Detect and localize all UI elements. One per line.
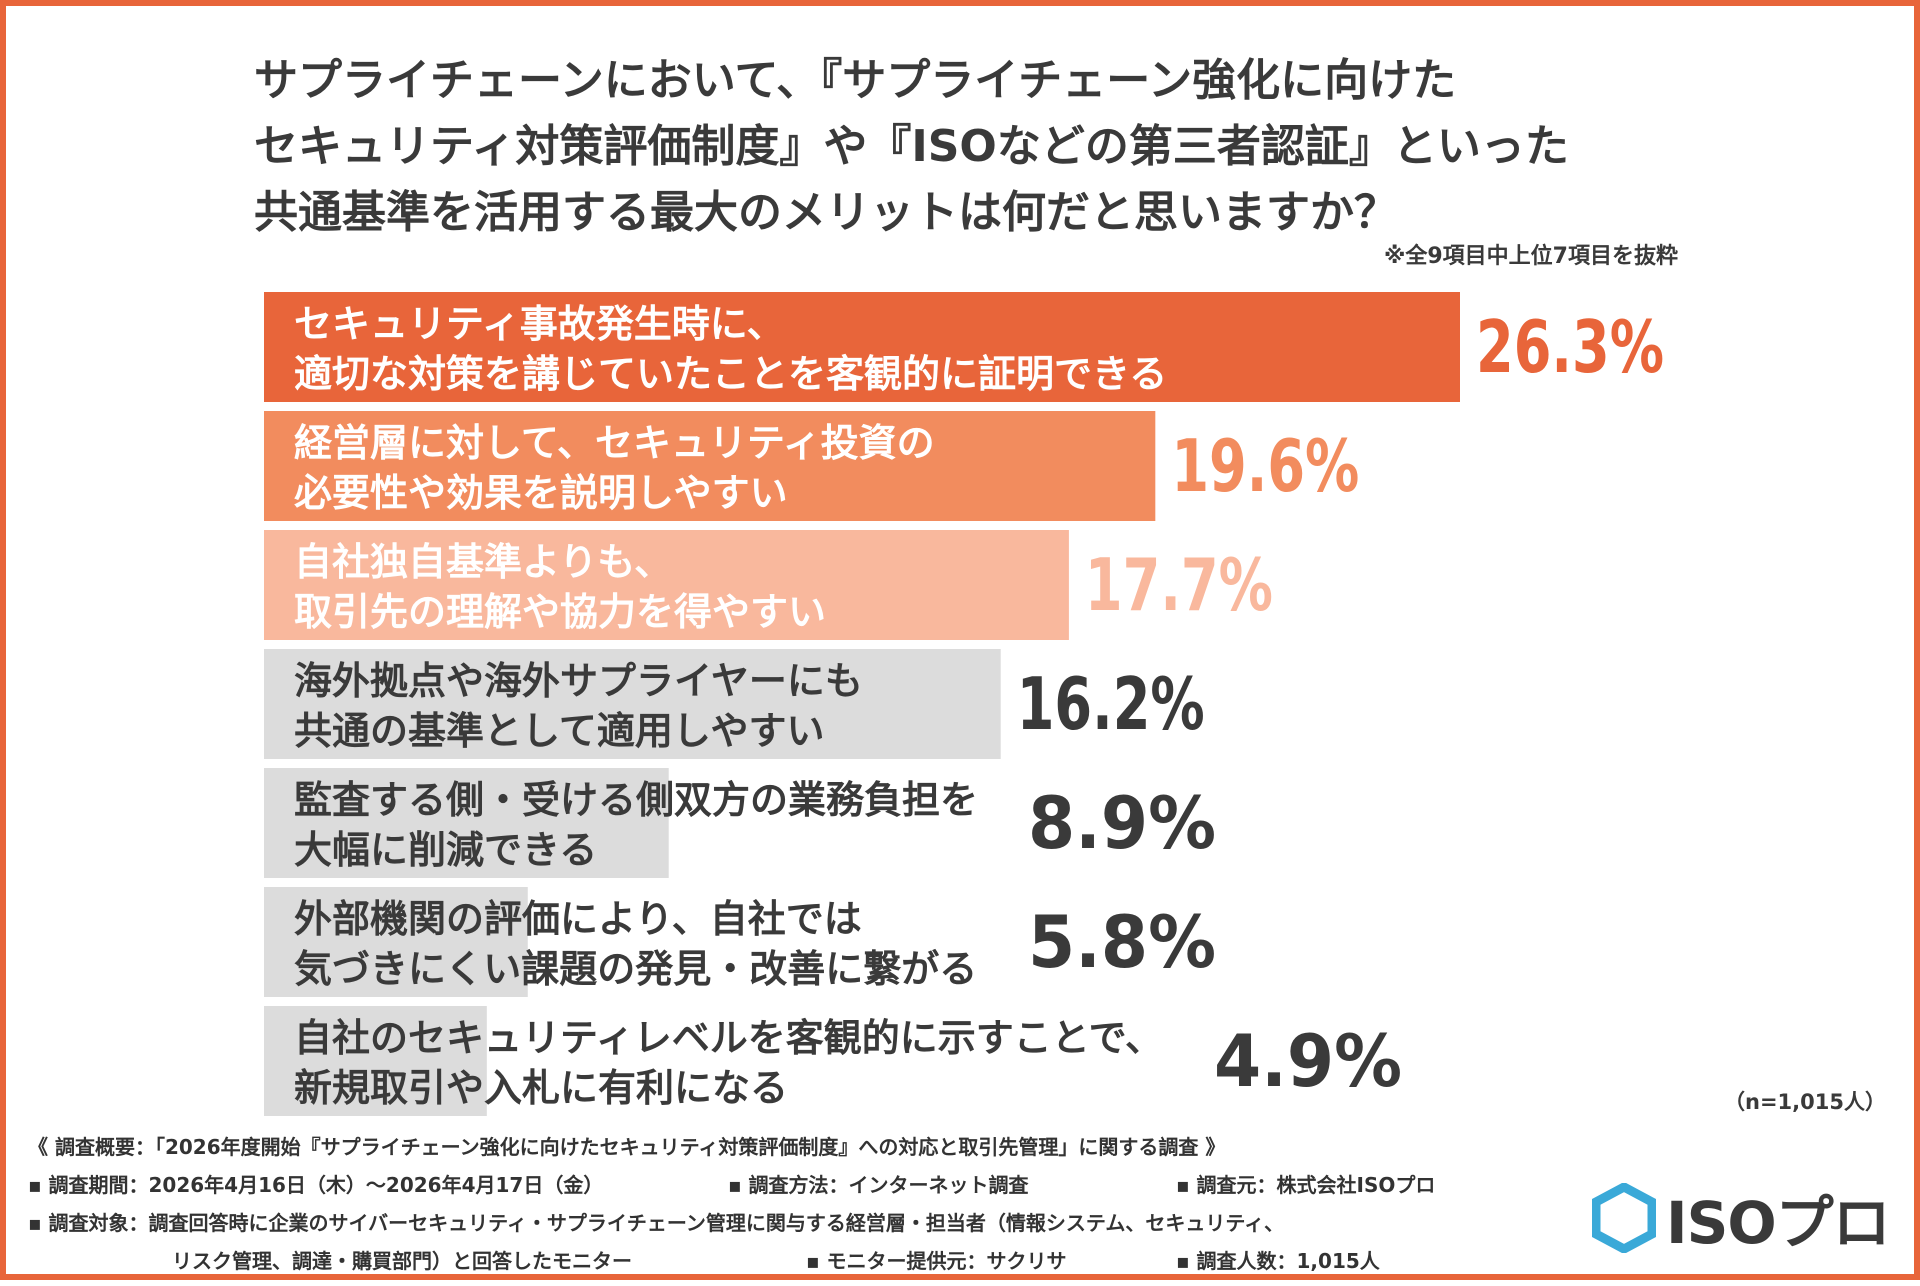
category-label-2-line-2: 必要性や効果を説明しやすい bbox=[294, 471, 788, 515]
title-line-2: セキュリティ対策評価制度』や『ISOなどの第三者認証』といった bbox=[254, 121, 1569, 172]
value-label-1: 26.3% bbox=[1476, 305, 1664, 389]
bar-3 bbox=[264, 530, 1069, 640]
hexagon-icon bbox=[1592, 1183, 1656, 1253]
bar-4 bbox=[264, 649, 1001, 759]
category-label-5-line-1: 監査する側・受ける側双方の業務負担を bbox=[294, 778, 978, 822]
category-label-5-line-2: 大幅に削減できる bbox=[294, 828, 597, 872]
value-label-2: 19.6% bbox=[1171, 424, 1359, 508]
title-line-3: 共通基準を活用する最大のメリットは何だと思いますか？ bbox=[254, 187, 1398, 238]
category-label-6-line-1: 外部機関の評価により、自社では bbox=[294, 897, 862, 941]
category-label-4-line-1: 海外拠点や海外サプライヤーにも bbox=[294, 659, 863, 703]
category-label-2-line-1: 経営層に対して、セキュリティ投資の bbox=[294, 421, 935, 465]
selection-note: ※全9項目中上位7項目を抜粋 bbox=[1383, 244, 1678, 269]
title-line-1: サプライチェーンにおいて、『サプライチェーン強化に向けた bbox=[254, 55, 1457, 106]
category-label-7-line-2: 新規取引や入札に有利になる bbox=[294, 1066, 788, 1110]
survey-overview: 《 調査概要：「2026年度開始『サプライチェーン強化に向けたセキュリティ対策評… bbox=[28, 1135, 1226, 1159]
category-label-6-line-2: 気づきにくい課題の発見・改善に繋がる bbox=[294, 947, 977, 991]
survey-target-continued: リスク管理、調達・購買部門）と回答したモニター bbox=[172, 1249, 632, 1273]
bar-2 bbox=[264, 411, 1156, 521]
category-label-1-line-1: セキュリティ事故発生時に、 bbox=[294, 302, 785, 346]
category-label-7-line-1: 自社のセキュリティレベルを客観的に示すことで、 bbox=[294, 1016, 1163, 1060]
bar-chart: セキュリティ事故発生時に、適切な対策を講じていたことを客観的に証明できる 26.3… bbox=[264, 292, 1664, 1116]
survey-target: ▪ 調査対象：調査回答時に企業のサイバーセキュリティ・サプライチェーン管理に関与… bbox=[28, 1211, 1285, 1235]
category-label-3-line-1: 自社独自基準よりも、 bbox=[294, 540, 672, 584]
value-label-7: 4.9% bbox=[1214, 1019, 1402, 1103]
survey-method: ▪ 調査方法：インターネット調査 bbox=[728, 1173, 1029, 1197]
value-label-4: 16.2% bbox=[1017, 662, 1205, 746]
category-label-1-line-2: 適切な対策を講じていたことを客観的に証明できる bbox=[294, 352, 1167, 396]
bar-6 bbox=[264, 887, 528, 997]
bar-5 bbox=[264, 768, 669, 878]
value-label-5: 8.9% bbox=[1028, 781, 1216, 865]
survey-source: ▪ 調査元：株式会社ISOプロ bbox=[1176, 1173, 1436, 1197]
value-label-6: 5.8% bbox=[1028, 900, 1216, 984]
survey-count: ▪ 調査人数：1,015人 bbox=[1176, 1249, 1380, 1273]
monitor-provider: ▪ モニター提供元：サクリサ bbox=[806, 1249, 1067, 1273]
category-label-4-line-2: 共通の基準として適用しやすい bbox=[294, 709, 824, 753]
bar-7 bbox=[264, 1006, 487, 1116]
survey-period: ▪ 調査期間：2026年4月16日（木）～2026年4月17日（金） bbox=[28, 1173, 604, 1197]
category-label-3-line-2: 取引先の理解や協力を得やすい bbox=[294, 590, 826, 634]
logo-text: ISOプロ bbox=[1666, 1189, 1891, 1257]
sample-size: （n=1,015人） bbox=[1724, 1090, 1886, 1114]
company-logo: ISOプロ bbox=[1592, 1178, 1902, 1258]
value-label-3: 17.7% bbox=[1085, 543, 1273, 627]
bar-1 bbox=[264, 292, 1460, 402]
chart-title: サプライチェーンにおいて、『サプライチェーン強化に向けた セキュリティ対策評価制… bbox=[254, 48, 1694, 246]
survey-footer: 《 調査概要：「2026年度開始『サプライチェーン強化に向けたセキュリティ対策評… bbox=[28, 1128, 1558, 1280]
